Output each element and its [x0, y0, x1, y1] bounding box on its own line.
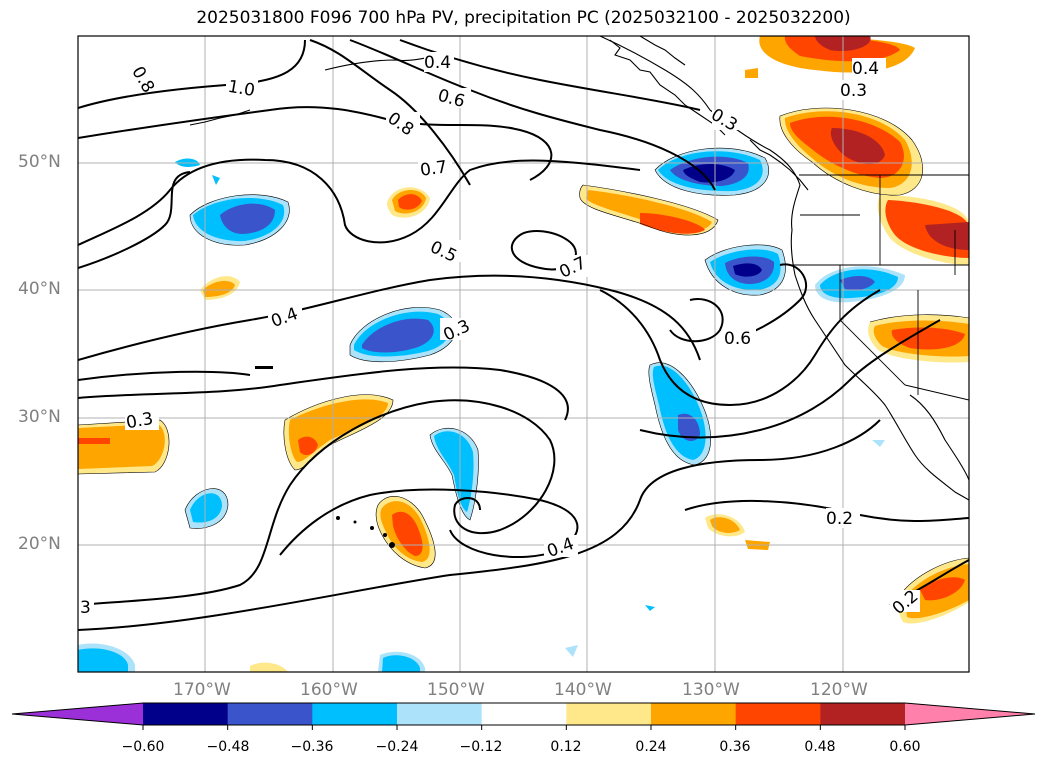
- colorbar-cell: [312, 703, 398, 725]
- colorbar-tick-label: 0.60: [889, 739, 921, 755]
- colorbar-cell: [481, 703, 567, 725]
- colorbar-tick-label: −0.24: [375, 739, 419, 755]
- contour-label: 0.3: [125, 409, 155, 433]
- contour-label: 0.4: [424, 53, 451, 73]
- colorbar-cell: [227, 703, 313, 725]
- lat-label-20n: 20°N: [18, 534, 61, 554]
- colorbar-cell: [651, 703, 737, 725]
- colorbar-cells: [143, 703, 906, 725]
- colorbar: [11, 702, 1036, 730]
- lat-label-30n: 30°N: [18, 407, 61, 427]
- colorbar-extend-low: [12, 703, 143, 725]
- lon-label-140w: 140°W: [554, 680, 612, 700]
- colorbar-cell: [566, 703, 652, 725]
- colorbar-tick-label: −0.36: [290, 739, 334, 755]
- colorbar-tick-label: 0.36: [719, 739, 751, 755]
- colorbar-cell: [397, 703, 483, 725]
- contour-label: 3: [80, 598, 91, 618]
- lon-label-130w: 130°W: [682, 680, 740, 700]
- contour-label: 0.3: [840, 81, 867, 101]
- lon-label-160w: 160°W: [300, 680, 358, 700]
- colorbar-cell: [820, 703, 906, 725]
- contour-label: 0.4: [852, 59, 879, 79]
- colorbar-cell: [143, 703, 229, 725]
- lon-label-170w: 170°W: [173, 680, 231, 700]
- figure-title: 2025031800 F096 700 hPa PV, precipitatio…: [196, 8, 851, 28]
- map-gridlines: [78, 36, 969, 672]
- contour-label: 0.2: [826, 509, 853, 529]
- contour-label: 1.0: [226, 77, 256, 101]
- colorbar-tick-label: −0.60: [121, 739, 165, 755]
- negative-precip-anomalies: [78, 148, 905, 672]
- contour-label: 0.6: [724, 329, 751, 349]
- colorbar-tick-label: 0.48: [804, 739, 836, 755]
- map-plot-area: 0.8 1.0 0.4 0.6 0.8 0.7 0.5 0.4 0.3 0.7 …: [78, 36, 969, 672]
- lat-label-50n: 50°N: [18, 152, 61, 172]
- anomaly-outlines: [78, 107, 969, 596]
- colorbar-extend-high: [905, 703, 1035, 725]
- colorbar-tick-label: 0.24: [635, 739, 667, 755]
- state-borders: [790, 174, 969, 401]
- colorbar-tick-label: −0.12: [459, 739, 503, 755]
- colorbar-tick-label: −0.48: [206, 739, 250, 755]
- islands: [255, 366, 395, 548]
- lat-label-40n: 40°N: [18, 279, 61, 299]
- lon-label-120w: 120°W: [810, 680, 868, 700]
- map-frame: [77, 35, 970, 673]
- contour-label: 0.7: [419, 157, 449, 181]
- lon-label-150w: 150°W: [427, 680, 485, 700]
- colorbar-tick-label: 0.12: [550, 739, 582, 755]
- colorbar-cell: [735, 703, 821, 725]
